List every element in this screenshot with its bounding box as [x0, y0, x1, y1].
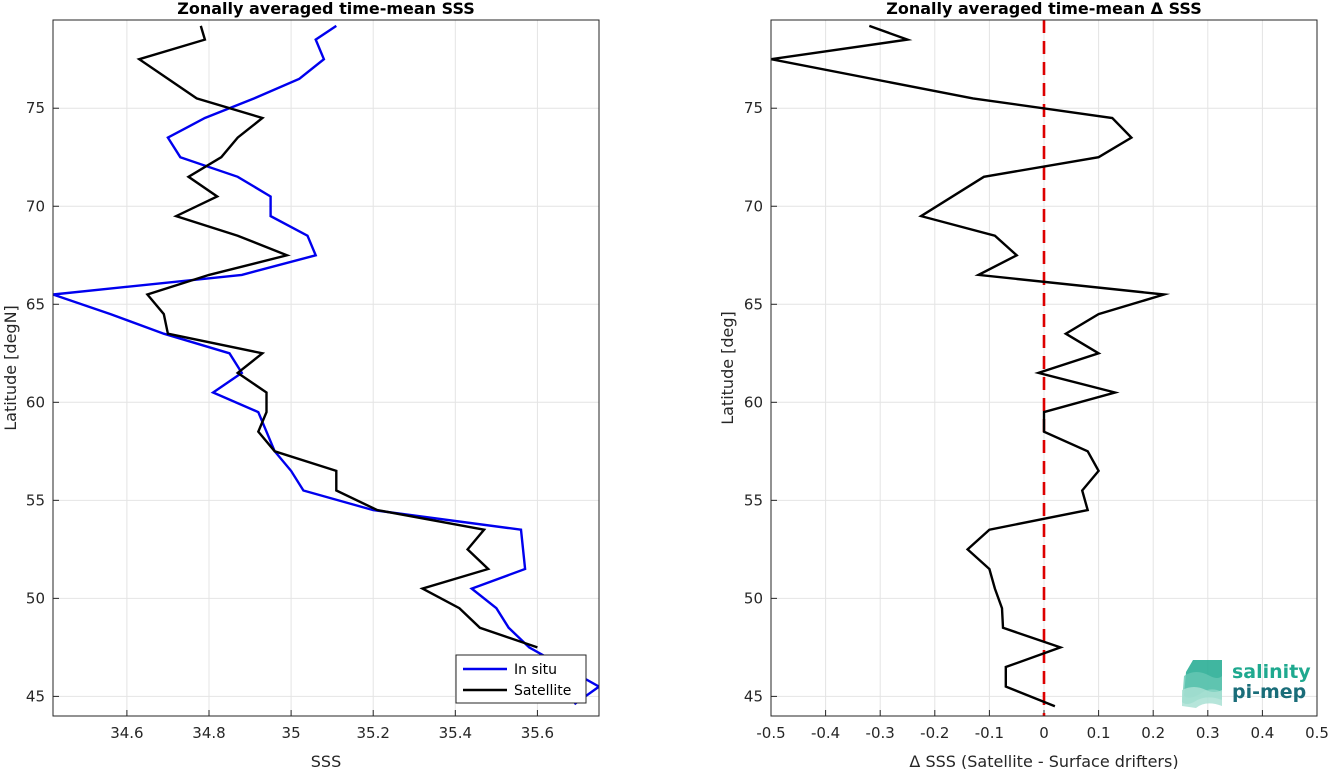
right-plot-border	[770, 19, 1318, 717]
right-x-tick-label: -0.2	[920, 724, 949, 742]
left-chart-panel: 34.6 34.8 35 35.2 35.4 35.6 45 50 55 60 65 70 75 Zon…	[1, 0, 600, 769]
left-series-satellite-line	[136, 25, 538, 649]
right-x-tick-label: 0	[1039, 724, 1049, 742]
left-x-axis-label: SSS	[311, 752, 341, 769]
right-x-tick-label: -0.4	[811, 724, 840, 742]
right-y-tick-label: 70	[744, 197, 763, 215]
left-series-group	[53, 24, 599, 706]
right-y-tick-label: 65	[744, 295, 763, 313]
left-y-tick-label: 45	[26, 687, 45, 705]
left-y-tick-label: 75	[26, 99, 45, 117]
left-x-tick-label: 35	[282, 724, 301, 742]
left-series-in-situ-line	[53, 24, 599, 706]
right-y-tick-label: 55	[744, 491, 763, 509]
right-x-tick-label: -0.3	[866, 724, 895, 742]
left-y-tick-label: 70	[26, 197, 45, 215]
left-chart-title: Zonally averaged time-mean SSS	[177, 0, 475, 18]
right-y-tick-label: 60	[744, 393, 763, 411]
right-x-axis-label: Δ SSS (Satellite - Surface drifters)	[909, 752, 1178, 769]
left-y-axis-label: Latitude [degN]	[1, 305, 20, 431]
legend-in-situ-label: In situ	[514, 662, 557, 678]
left-y-tick-label: 50	[26, 589, 45, 607]
left-y-tick-label: 60	[26, 393, 45, 411]
right-x-tick-label: 0.1	[1087, 724, 1111, 742]
right-x-tick-label: -0.1	[975, 724, 1004, 742]
left-x-tick-label: 34.6	[110, 724, 143, 742]
left-y-tick-label: 65	[26, 295, 45, 313]
left-x-tick-label: 35.4	[439, 724, 472, 742]
right-chart-panel: -0.5 -0.4 -0.3 -0.2 -0.1 0 0.1 0.2 0.3 0.4 0.5 45 50…	[718, 0, 1329, 769]
left-x-tick-label: 35.2	[357, 724, 390, 742]
logo-line2: pi-mep	[1232, 681, 1306, 703]
logo-line1: salinity	[1232, 661, 1311, 683]
right-y-axis-label: Latitude [deg]	[718, 311, 737, 425]
left-y-tick-label: 55	[26, 491, 45, 509]
right-x-tick-label: 0.2	[1141, 724, 1165, 742]
right-y-tick-label: 45	[744, 687, 763, 705]
right-x-tick-label: 0.5	[1305, 724, 1329, 742]
right-tick-labels: -0.5 -0.4 -0.3 -0.2 -0.1 0 0.1 0.2 0.3 0.4 0.5 45 50…	[744, 99, 1329, 742]
left-x-tick-label: 35.6	[521, 724, 554, 742]
right-y-tick-label: 50	[744, 589, 763, 607]
logo-wave-front	[1182, 687, 1222, 708]
salinity-pi-mep-logo: salinity pi-mep	[1182, 660, 1311, 708]
left-grid	[53, 20, 599, 716]
right-x-tick-label: 0.3	[1196, 724, 1220, 742]
right-series-group	[771, 20, 1171, 716]
right-x-tick-label: -0.5	[756, 724, 785, 742]
left-tick-labels: 34.6 34.8 35 35.2 35.4 35.6 45 50 55 60 65 70 75	[26, 99, 554, 742]
left-plot-border	[52, 19, 600, 717]
right-chart-title: Zonally averaged time-mean Δ SSS	[886, 0, 1202, 18]
left-plot-area	[53, 20, 599, 716]
right-x-tick-label: 0.4	[1250, 724, 1274, 742]
legend: In situ Satellite	[455, 654, 587, 704]
right-y-tick-label: 75	[744, 99, 763, 117]
right-series-delta-sss-line	[771, 24, 1171, 708]
legend-box	[455, 654, 587, 704]
legend-satellite-label: Satellite	[514, 683, 571, 699]
left-x-tick-label: 34.8	[192, 724, 225, 742]
